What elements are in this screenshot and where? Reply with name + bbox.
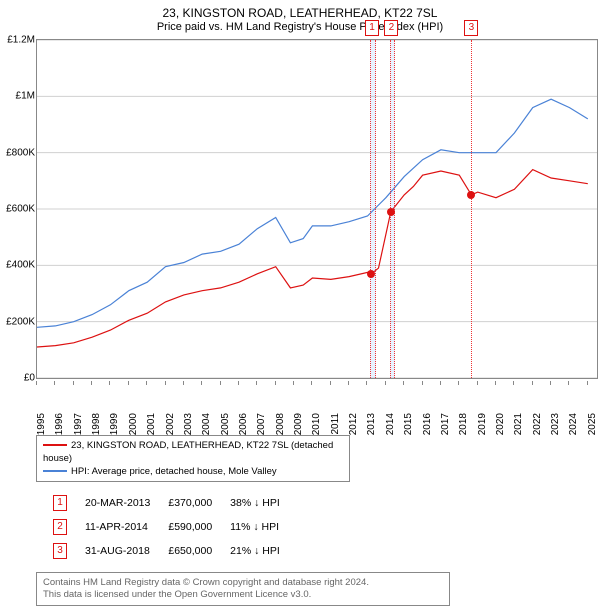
y-tick-label: £200K xyxy=(6,316,35,327)
event-delta: 11% ↓ HPI xyxy=(229,518,281,536)
x-tick-label: 2025 xyxy=(587,413,598,435)
x-tick-label: 2010 xyxy=(311,413,322,435)
x-tick-label: 2019 xyxy=(477,413,488,435)
x-tick-label: 2000 xyxy=(128,413,139,435)
x-tick-label: 2007 xyxy=(256,413,267,435)
y-axis: £0£200K£400K£600K£800K£1M£1.2M xyxy=(3,40,37,378)
y-tick-label: £600K xyxy=(6,204,35,215)
x-tick-label: 2020 xyxy=(495,413,506,435)
annotation-index-box: 1 xyxy=(365,20,379,36)
event-row: 3 31-AUG-2018 £650,000 21% ↓ HPI xyxy=(52,542,281,560)
x-tick-label: 2017 xyxy=(440,413,451,435)
chart-subtitle: Price paid vs. HM Land Registry's House … xyxy=(6,21,594,33)
sale-point-marker xyxy=(467,191,475,199)
x-tick-label: 2002 xyxy=(165,413,176,435)
x-tick-label: 2021 xyxy=(513,413,524,435)
attribution-box: Contains HM Land Registry data © Crown c… xyxy=(36,572,450,606)
event-delta: 21% ↓ HPI xyxy=(229,542,281,560)
x-tick-label: 2024 xyxy=(568,413,579,435)
event-price: £650,000 xyxy=(167,542,213,560)
events-table: 1 20-MAR-2013 £370,000 38% ↓ HPI 2 11-APR-201… xyxy=(36,488,594,566)
attribution-line2: This data is licensed under the Open Gov… xyxy=(43,589,443,601)
x-tick-label: 1997 xyxy=(73,413,84,435)
chart-title: 23, KINGSTON ROAD, LEATHERHEAD, KT22 7SL xyxy=(6,6,594,20)
legend-box: 23, KINGSTON ROAD, LEATHERHEAD, KT22 7SL… xyxy=(36,435,350,482)
legend-row-blue: HPI: Average price, detached house, Mole… xyxy=(43,465,343,478)
legend-swatch-blue xyxy=(43,470,67,472)
y-tick-label: £400K xyxy=(6,260,35,271)
x-tick-label: 1999 xyxy=(109,413,120,435)
legend-swatch-red xyxy=(43,444,67,446)
event-date: 31-AUG-2018 xyxy=(84,542,151,560)
y-tick-label: £1M xyxy=(16,91,35,102)
event-date: 20-MAR-2013 xyxy=(84,494,151,512)
x-tick-label: 1996 xyxy=(54,413,65,435)
sale-point-marker xyxy=(387,208,395,216)
x-axis: 1995199619971998199920002001200220032004… xyxy=(36,379,598,405)
y-tick-label: £0 xyxy=(24,373,35,384)
attribution-line1: Contains HM Land Registry data © Crown c… xyxy=(43,577,443,589)
x-tick-label: 2005 xyxy=(220,413,231,435)
chart-plot-area: £0£200K£400K£600K£800K£1M£1.2M 123 xyxy=(36,39,598,379)
annotation-index-box: 3 xyxy=(464,20,478,36)
x-tick-label: 2003 xyxy=(183,413,194,435)
event-price: £370,000 xyxy=(167,494,213,512)
x-tick-label: 2009 xyxy=(293,413,304,435)
x-tick-label: 2023 xyxy=(550,413,561,435)
legend-label-blue: HPI: Average price, detached house, Mole… xyxy=(71,466,277,477)
event-index: 3 xyxy=(52,542,68,560)
x-tick-label: 2022 xyxy=(532,413,543,435)
y-tick-label: £800K xyxy=(6,147,35,158)
x-tick-label: 2018 xyxy=(458,413,469,435)
sale-point-marker xyxy=(367,270,375,278)
event-index: 2 xyxy=(52,518,68,536)
event-index: 1 xyxy=(52,494,68,512)
legend-label-red: 23, KINGSTON ROAD, LEATHERHEAD, KT22 7SL… xyxy=(43,440,333,464)
x-tick-label: 2004 xyxy=(201,413,212,435)
x-tick-label: 2012 xyxy=(348,413,359,435)
legend-row-red: 23, KINGSTON ROAD, LEATHERHEAD, KT22 7SL… xyxy=(43,439,343,465)
x-tick-label: 2015 xyxy=(403,413,414,435)
event-row: 1 20-MAR-2013 £370,000 38% ↓ HPI xyxy=(52,494,281,512)
event-date: 11-APR-2014 xyxy=(84,518,151,536)
annotation-band xyxy=(370,40,376,378)
annotation-dash xyxy=(471,40,472,378)
chart-svg xyxy=(37,40,597,378)
x-tick-label: 2016 xyxy=(422,413,433,435)
x-tick-label: 2014 xyxy=(385,413,396,435)
x-tick-label: 2011 xyxy=(330,413,341,435)
x-tick-label: 2006 xyxy=(238,413,249,435)
x-tick-label: 2008 xyxy=(275,413,286,435)
event-row: 2 11-APR-2014 £590,000 11% ↓ HPI xyxy=(52,518,281,536)
annotation-index-box: 2 xyxy=(384,20,398,36)
x-tick-label: 2013 xyxy=(366,413,377,435)
event-price: £590,000 xyxy=(167,518,213,536)
x-tick-label: 1995 xyxy=(36,413,47,435)
y-tick-label: £1.2M xyxy=(7,35,35,46)
x-tick-label: 2001 xyxy=(146,413,157,435)
event-delta: 38% ↓ HPI xyxy=(229,494,281,512)
x-tick-label: 1998 xyxy=(91,413,102,435)
